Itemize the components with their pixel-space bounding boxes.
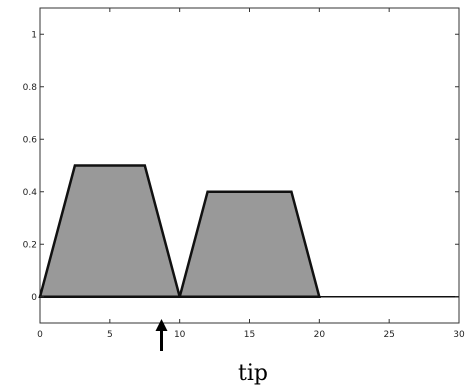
y-tick-label: 0.6 [23,135,38,145]
y-tick-label: 0.8 [23,83,38,93]
x-axis-label: tip [238,361,268,386]
x-tick-label: 10 [174,330,186,340]
y-axis: 0 0.2 0.4 0.6 0.8 1 [23,30,459,303]
x-axis: 0 5 10 15 20 25 30 [37,8,465,340]
x-tick-label: 30 [453,330,465,340]
y-tick-label: 1 [31,30,37,40]
arrow-head [155,319,168,331]
annotation-layer [155,319,168,351]
x-tick-label: 20 [314,330,326,340]
series-layer [38,164,459,299]
x-tick-label: 15 [244,330,255,340]
y-tick-label: 0.2 [23,240,37,250]
y-tick-label: 0 [31,293,37,303]
x-tick-label: 0 [37,330,43,340]
x-tick-label: 5 [107,330,113,340]
x-tick-label: 25 [383,330,394,340]
y-tick-label: 0.4 [23,188,38,198]
